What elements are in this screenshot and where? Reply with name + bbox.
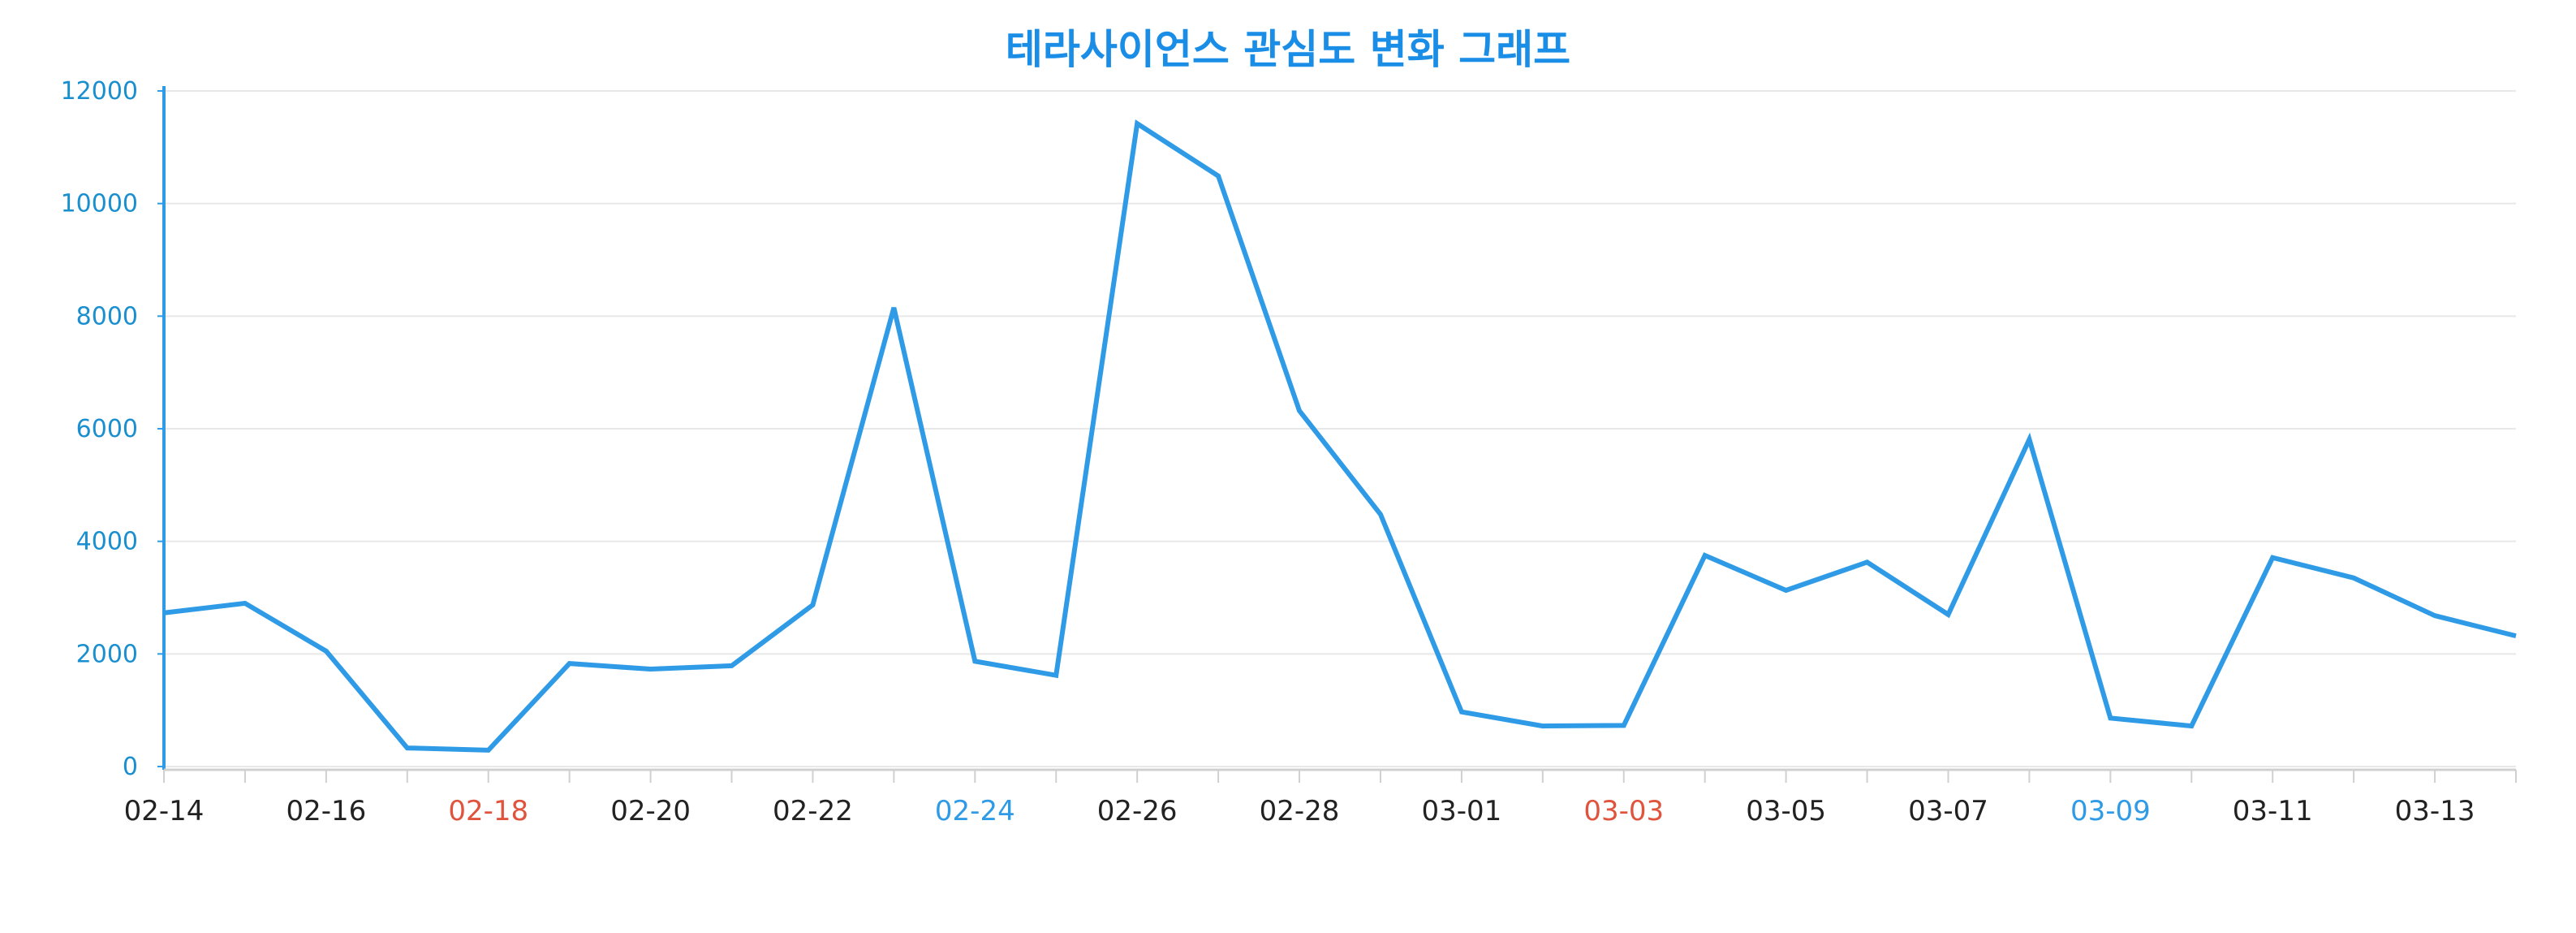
tick-layer: 0 2000 4000 6000 8000 10000 12000 02-14 02-16 02-… xyxy=(61,77,2475,827)
x-tick-label: 02-28 xyxy=(1260,795,1340,827)
y-tick-label: 4000 xyxy=(76,528,138,556)
series-line xyxy=(163,119,2517,753)
x-tick-label: 02-16 xyxy=(286,795,366,827)
x-tick-label: 03-09 xyxy=(2070,795,2151,827)
chart-title: 테라사이언스 관심도 변화 그래프 xyxy=(1006,26,1570,73)
grid-layer xyxy=(164,90,2516,767)
x-tick-label: 03-03 xyxy=(1583,795,1664,827)
x-tick-label: 03-07 xyxy=(1908,795,1988,827)
x-tick-label: 02-20 xyxy=(610,795,691,827)
x-tick-label: 02-14 xyxy=(124,795,205,827)
x-tick-label: 03-01 xyxy=(1421,795,1501,827)
x-tick-label: 02-24 xyxy=(935,795,1015,827)
x-tick-label: 03-13 xyxy=(2395,795,2475,827)
y-tick-label: 12000 xyxy=(61,77,138,106)
axis-layer xyxy=(157,86,2517,783)
x-tick-label: 03-11 xyxy=(2233,795,2313,827)
y-tick-label: 8000 xyxy=(76,302,138,330)
x-tick-label: 02-18 xyxy=(448,795,528,827)
x-tick-label: 02-22 xyxy=(773,795,853,827)
y-tick-label: 10000 xyxy=(61,190,138,218)
x-tick-label: 02-26 xyxy=(1097,795,1178,827)
x-tick-label: 03-05 xyxy=(1746,795,1826,827)
y-tick-label: 6000 xyxy=(76,415,138,443)
series-layer xyxy=(163,119,2517,753)
y-tick-label: 2000 xyxy=(76,640,138,668)
y-tick-label: 0 xyxy=(123,753,138,781)
